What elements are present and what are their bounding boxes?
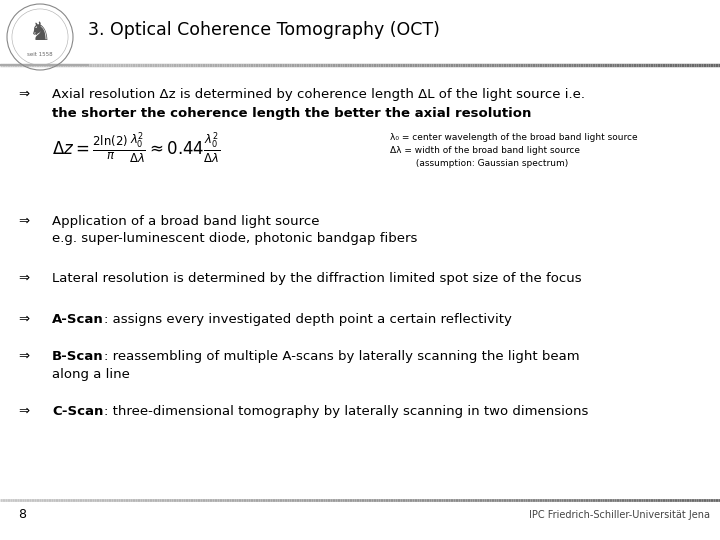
Text: ⇒: ⇒ [18,313,29,326]
Text: $\Delta z = \frac{2\ln(2)}{\pi}\frac{\lambda_0^2}{\Delta\lambda}\approx 0.44\fra: $\Delta z = \frac{2\ln(2)}{\pi}\frac{\la… [52,131,220,166]
Text: ⇒: ⇒ [18,350,29,363]
Text: ⇒: ⇒ [18,405,29,418]
Text: Lateral resolution is determined by the diffraction limited spot size of the foc: Lateral resolution is determined by the … [52,272,582,285]
Text: : three-dimensional tomography by laterally scanning in two dimensions: : three-dimensional tomography by latera… [104,405,588,418]
Text: seit 1558: seit 1558 [27,52,53,57]
Text: : reassembling of multiple A-scans by laterally scanning the light beam: : reassembling of multiple A-scans by la… [104,350,580,363]
Text: e.g. super-luminescent diode, photonic bandgap fibers: e.g. super-luminescent diode, photonic b… [52,232,418,245]
Text: C-Scan: C-Scan [52,405,104,418]
Text: ♞: ♞ [29,21,51,45]
Text: the shorter the coherence length the better the axial resolution: the shorter the coherence length the bet… [52,107,531,120]
Text: ⇒: ⇒ [18,88,29,101]
Text: along a line: along a line [52,368,130,381]
Text: : assigns every investigated depth point a certain reflectivity: : assigns every investigated depth point… [104,313,512,326]
Text: IPC Friedrich-Schiller-Universität Jena: IPC Friedrich-Schiller-Universität Jena [529,510,710,520]
Text: 3. Optical Coherence Tomography (OCT): 3. Optical Coherence Tomography (OCT) [88,21,440,39]
Text: ⇒: ⇒ [18,215,29,228]
Text: ⇒: ⇒ [18,272,29,285]
Text: A-Scan: A-Scan [52,313,104,326]
Text: B-Scan: B-Scan [52,350,104,363]
Text: Application of a broad band light source: Application of a broad band light source [52,215,320,228]
Text: λ₀ = center wavelength of the broad band light source
Δλ = width of the broad ba: λ₀ = center wavelength of the broad band… [390,133,638,168]
Text: 8: 8 [18,509,26,522]
Text: Axial resolution Δz is determined by coherence length ΔL of the light source i.e: Axial resolution Δz is determined by coh… [52,88,585,101]
